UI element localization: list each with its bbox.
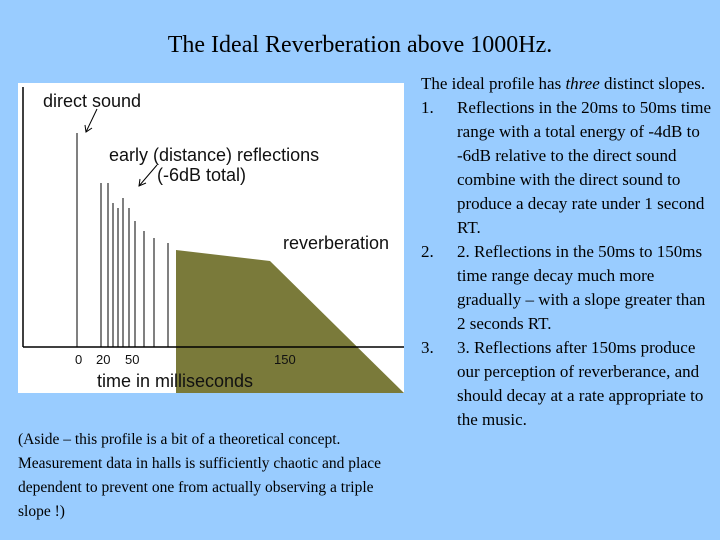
arrow-icon [84,108,98,133]
list-item: 1. Reflections in the 20ms to 50ms time … [421,96,713,240]
intro-suffix: distinct slopes. [599,74,706,93]
reverberation-area [176,250,404,393]
intro-emphasis: three [565,74,600,93]
x-tick-label: 50 [125,352,139,367]
intro-text: The ideal profile has three distinct slo… [421,72,713,96]
intro-prefix: The ideal profile has [421,74,566,93]
reverberation-profile-diagram: direct sound early (distance) reflection… [22,87,404,393]
list-item-number: 3. [421,338,434,357]
x-tick-label: 0 [75,352,82,367]
slide-title: The Ideal Reverberation above 1000Hz. [167,32,553,58]
direct-sound-label: direct sound [43,91,141,111]
x-tick-label: 150 [274,352,296,367]
early-reflections-label: early (distance) reflections [109,145,319,165]
list-item-text: Reflections in the 20ms to 50ms time ran… [457,98,712,237]
list-item-number: 1. [421,98,434,117]
x-axis-title: time in milliseconds [97,371,253,391]
reverberation-label: reverberation [283,233,389,253]
aside-note: (Aside – this profile is a bit of a theo… [18,431,381,520]
description-panel: The ideal profile has three distinct slo… [421,72,713,432]
list-item-number: 2. [421,242,434,261]
list-item-text: 2. Reflections in the 50ms to 150ms time… [457,242,706,333]
list-item: 3. 3. Reflections after 150ms produce ou… [421,336,713,432]
early-reflection-bars [100,183,169,347]
x-tick-label: 20 [96,352,110,367]
list-item-text: 3. Reflections after 150ms produce our p… [457,338,704,429]
reverberation-profile-figure: direct sound early (distance) reflection… [18,83,404,393]
list-item: 2. 2. Reflections in the 50ms to 150ms t… [421,240,713,336]
arrow-icon [138,164,158,187]
early-reflections-total-label: (-6dB total) [157,165,246,185]
